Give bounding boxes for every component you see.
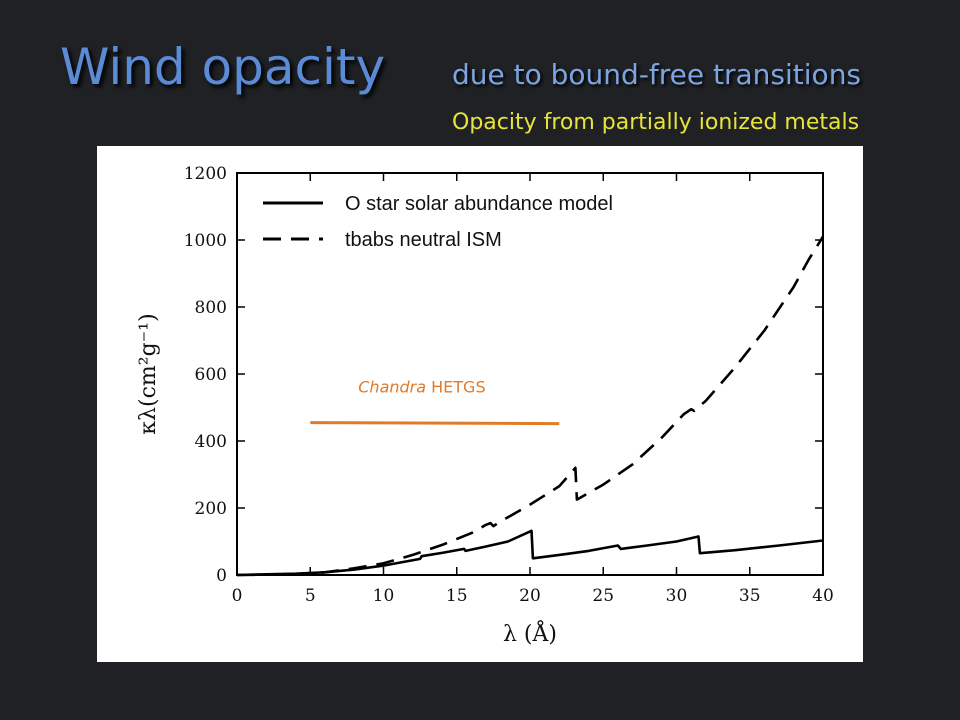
y-tick-label: 800 bbox=[195, 298, 227, 318]
x-axis-label: λ (Å) bbox=[503, 619, 557, 647]
y-tick-label: 200 bbox=[195, 499, 227, 519]
axes-frame bbox=[236, 172, 824, 576]
x-tick-label: 30 bbox=[666, 586, 688, 606]
legend-label-1: O star solar abundance model bbox=[345, 193, 613, 215]
y-axis-label: κλ(cm²g⁻¹) bbox=[136, 313, 161, 434]
y-tick-label: 400 bbox=[195, 432, 227, 452]
x-tick-label: 35 bbox=[739, 586, 761, 606]
y-tick-label: 1000 bbox=[184, 231, 227, 251]
x-tick-label: 0 bbox=[232, 586, 243, 606]
series-line-2 bbox=[236, 235, 825, 577]
legend-label-2: tbabs neutral ISM bbox=[345, 229, 502, 251]
slide-subtitle-secondary: Opacity from partially ionized metals bbox=[452, 110, 860, 135]
x-tick-label: 15 bbox=[446, 586, 468, 606]
annotation-label-rest: HETGS bbox=[426, 378, 486, 397]
x-tick-label: 25 bbox=[592, 586, 614, 606]
annotation-label-italic: Chandra bbox=[358, 378, 426, 397]
x-tick-label: 40 bbox=[812, 586, 834, 606]
slide-title: Wind opacity bbox=[60, 38, 386, 96]
annotation-label: Chandra HETGS bbox=[358, 378, 485, 397]
y-tick-label: 600 bbox=[195, 365, 227, 385]
series-line-1 bbox=[236, 529, 824, 577]
chart-panel: 0 5 10 15 20 25 30 35 40 0 200 400 600 800 1000 1200 O … bbox=[97, 146, 863, 662]
x-tick-label: 5 bbox=[305, 586, 316, 606]
annotation-band-line bbox=[310, 421, 560, 426]
legend: O star solar abundance model tbabs neutra… bbox=[263, 193, 613, 251]
x-tick-label: 10 bbox=[373, 586, 395, 606]
y-tick-label: 0 bbox=[216, 566, 227, 586]
x-tick-label: 20 bbox=[519, 586, 541, 606]
y-tick-label: 1200 bbox=[184, 164, 227, 184]
slide-subtitle: due to bound-free transitions bbox=[452, 58, 862, 91]
